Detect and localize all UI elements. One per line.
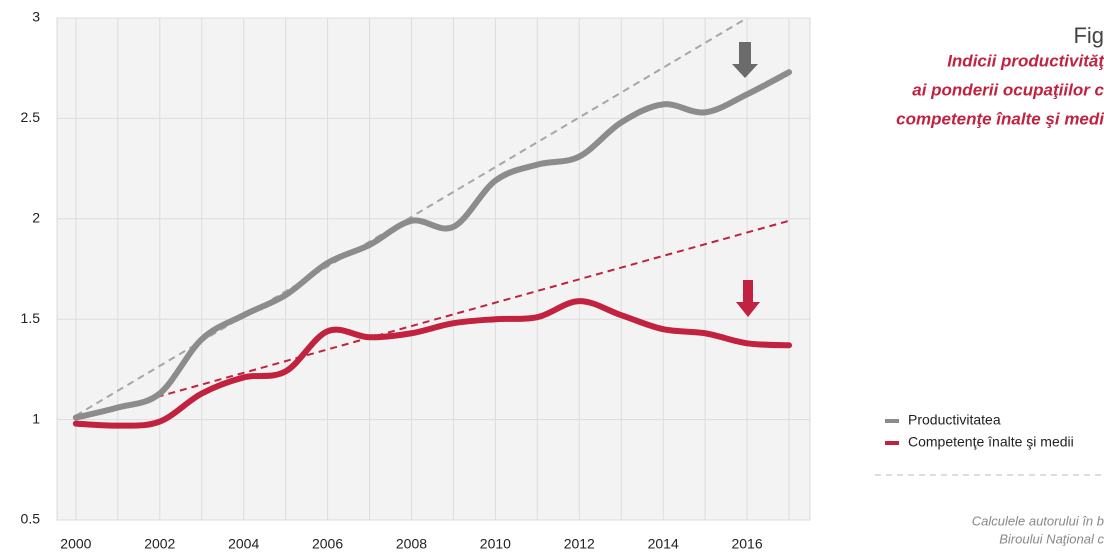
- plot-area: [56, 17, 811, 521]
- y-tick-label: 1: [32, 410, 40, 426]
- trend-line: [75, 219, 790, 421]
- x-tick-label: 2014: [648, 536, 679, 552]
- title-line: ai ponderii ocupaţiilor c: [912, 80, 1104, 99]
- x-tick-label: 2008: [396, 536, 427, 552]
- source-line: Biroului Naţional c: [999, 531, 1104, 546]
- arrow-icon: [736, 280, 760, 317]
- trend-line: [75, 17, 748, 417]
- x-tick-label: 2000: [60, 536, 91, 552]
- x-tick-label: 2006: [312, 536, 343, 552]
- arrow-icon: [732, 42, 758, 78]
- series-line: [72, 69, 793, 421]
- x-tick-label: 2016: [731, 536, 762, 552]
- series-line: [72, 298, 793, 429]
- title-line: Indicii productivităţ: [947, 51, 1104, 70]
- y-tick-label: 2.5: [21, 109, 41, 125]
- x-tick-label: 2012: [564, 536, 595, 552]
- y-tick-label: 1.5: [21, 310, 41, 326]
- y-tick-label: 0.5: [21, 511, 41, 527]
- legend-label: Competenţe înalte şi medii: [908, 434, 1074, 450]
- legend-label: Productivitatea: [908, 412, 1001, 428]
- x-tick-label: 2004: [228, 536, 259, 552]
- figure-label: Fig: [1073, 23, 1104, 48]
- x-tick-label: 2010: [480, 536, 511, 552]
- source-line: Calculele autorului în b: [972, 513, 1104, 528]
- x-tick-label: 2002: [144, 536, 175, 552]
- y-tick-label: 3: [32, 9, 40, 25]
- title-line: competenţe înalte şi medi: [896, 109, 1104, 128]
- y-tick-label: 2: [32, 210, 40, 226]
